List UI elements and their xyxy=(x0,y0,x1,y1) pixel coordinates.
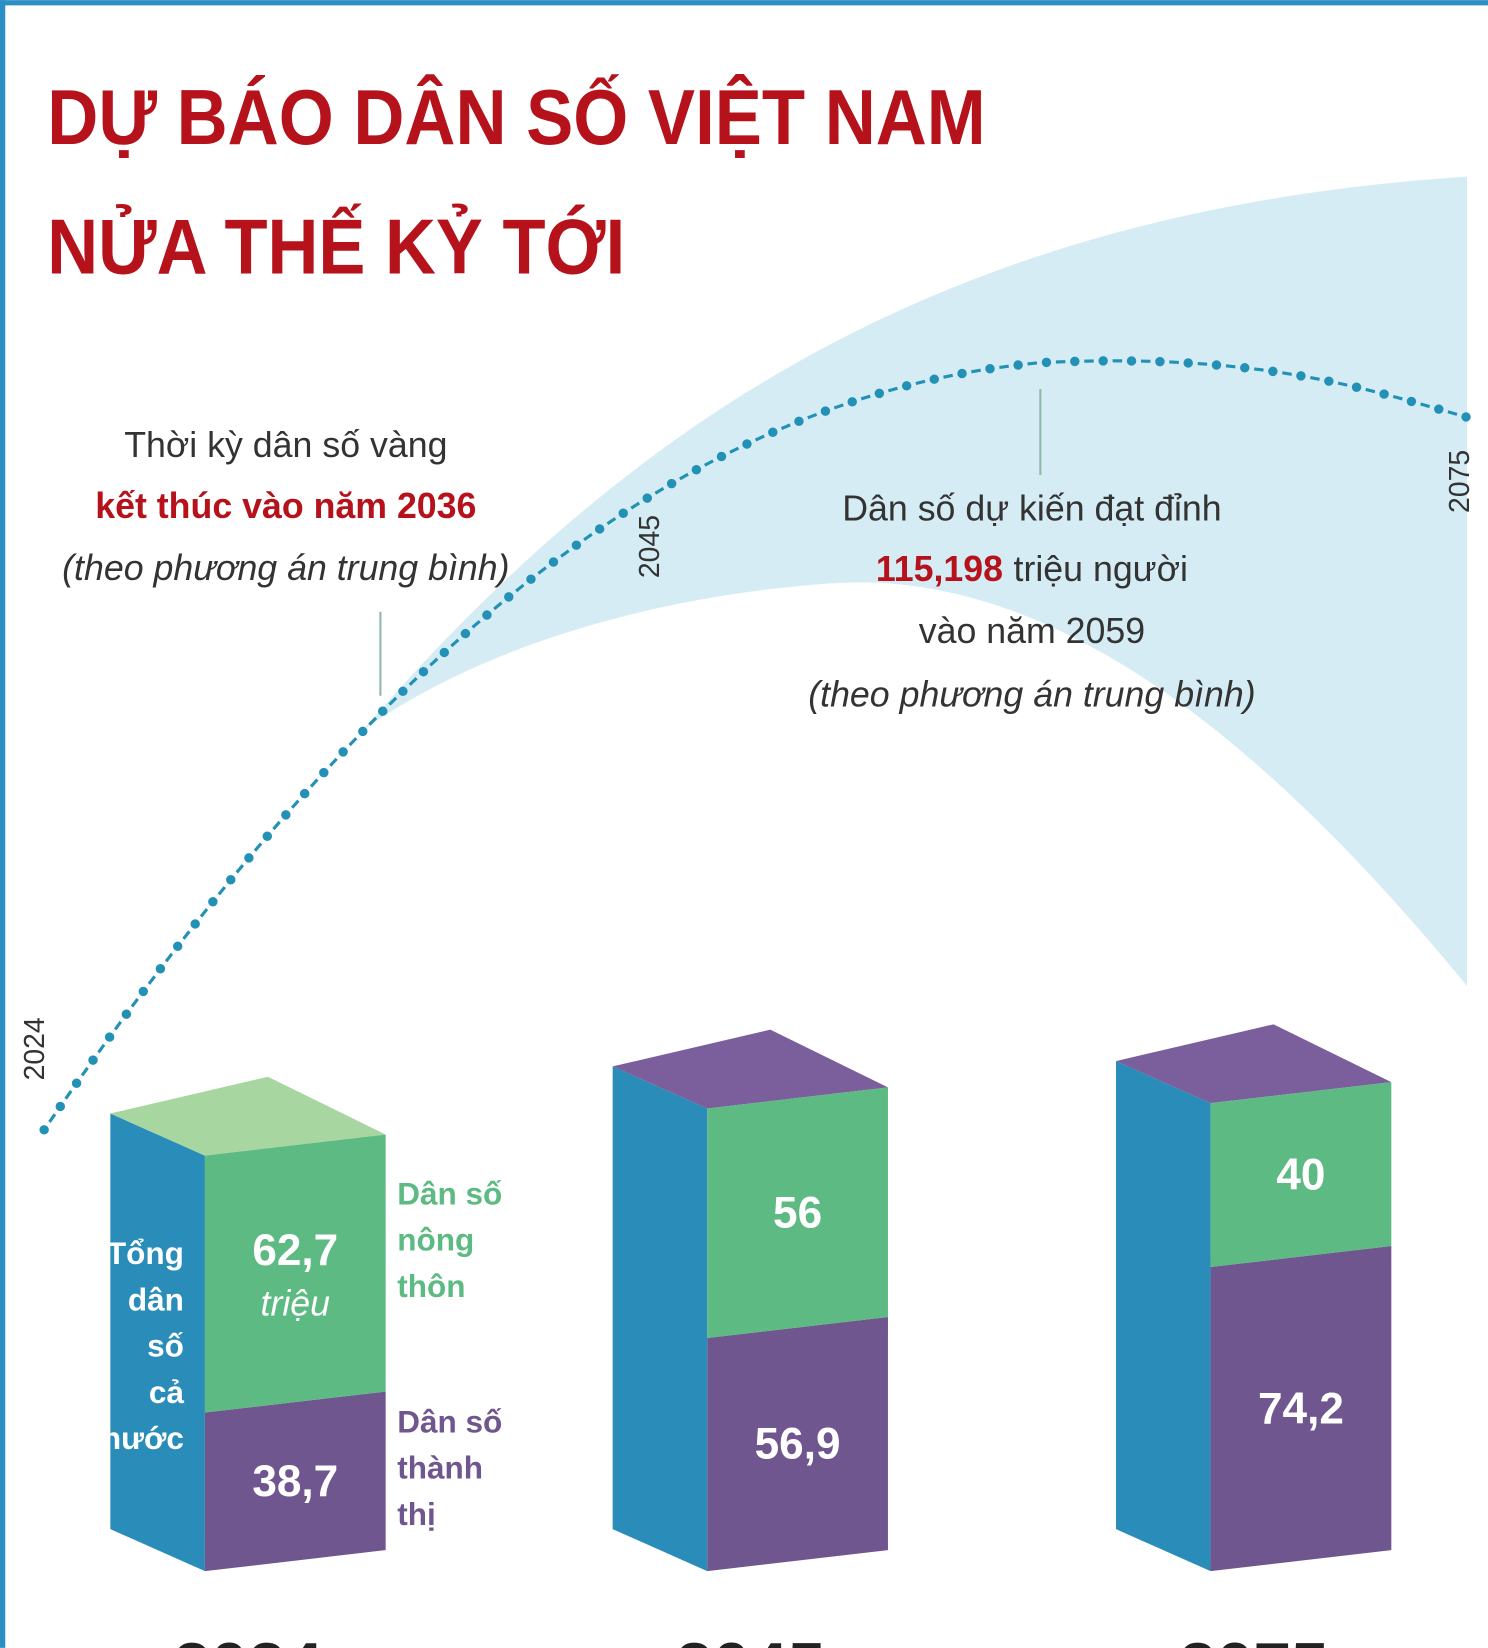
peak-value: 115,198 xyxy=(876,549,1003,589)
bar-side xyxy=(110,1113,205,1572)
series-label: Dân số xyxy=(397,1403,502,1439)
value-label: 56,9 xyxy=(755,1420,841,1469)
value-label: 40 xyxy=(1276,1150,1325,1199)
total-label: Tổng xyxy=(107,1235,184,1271)
title: DỰ BÁO DÂN SỐ VIỆT NAM xyxy=(47,74,985,161)
annotation: vào năm 2059 xyxy=(919,611,1145,651)
annotation: (theo phương án trung bình) xyxy=(808,674,1255,714)
bar-side xyxy=(612,1066,708,1572)
top-border xyxy=(0,0,1488,6)
population-curve-dots xyxy=(39,356,1476,1135)
value-label: 38,7 xyxy=(252,1457,338,1506)
annotation: Thời kỳ dân số vàng xyxy=(124,425,447,465)
series-label: thôn xyxy=(397,1268,465,1304)
projection-band xyxy=(362,176,1467,986)
bar-top xyxy=(612,1029,888,1109)
category-label: 2075 xyxy=(1179,1630,1329,1648)
bar-segment xyxy=(204,1391,386,1572)
bar-top xyxy=(1116,1024,1392,1104)
category-label: 2024 xyxy=(173,1630,323,1648)
bar-segment xyxy=(1210,1246,1392,1572)
peak-unit: triệu người xyxy=(1014,549,1188,589)
category-label: 2045 xyxy=(676,1630,826,1648)
series-label: thị xyxy=(397,1496,436,1532)
bar-segment xyxy=(1210,1082,1392,1268)
total-label: cả xyxy=(149,1374,185,1410)
series-label: nông xyxy=(397,1222,474,1258)
bar-side xyxy=(1116,1061,1211,1572)
value-label: 74,2 xyxy=(1258,1384,1344,1433)
bar-segment xyxy=(707,1087,888,1338)
curve-year: 2024 xyxy=(19,1017,51,1080)
value-label: 62,7 xyxy=(252,1226,338,1275)
annotation: 115,198 triệu người xyxy=(876,549,1188,589)
unit-label: triệu xyxy=(261,1284,331,1324)
series-label: Dân số xyxy=(397,1175,502,1211)
bar-top xyxy=(110,1076,386,1156)
series-label: thành xyxy=(397,1450,483,1486)
title: NỬA THẾ KỶ TỚI xyxy=(47,203,625,290)
total-label: nước xyxy=(102,1420,184,1456)
annotation: (theo phương án trung bình) xyxy=(62,548,509,588)
annotation: Dân số dự kiến đạt đỉnh xyxy=(842,488,1221,528)
curve-year: 2045 xyxy=(634,515,666,578)
total-label: dân xyxy=(128,1281,184,1317)
bar-segment xyxy=(707,1316,888,1572)
bar-segment xyxy=(204,1134,386,1413)
value-label: 56 xyxy=(773,1188,822,1237)
curve-year: 2075 xyxy=(1444,450,1476,513)
total-label: số xyxy=(147,1328,184,1364)
annotation: kết thúc vào năm 2036 xyxy=(95,486,476,526)
left-border xyxy=(0,0,6,1648)
